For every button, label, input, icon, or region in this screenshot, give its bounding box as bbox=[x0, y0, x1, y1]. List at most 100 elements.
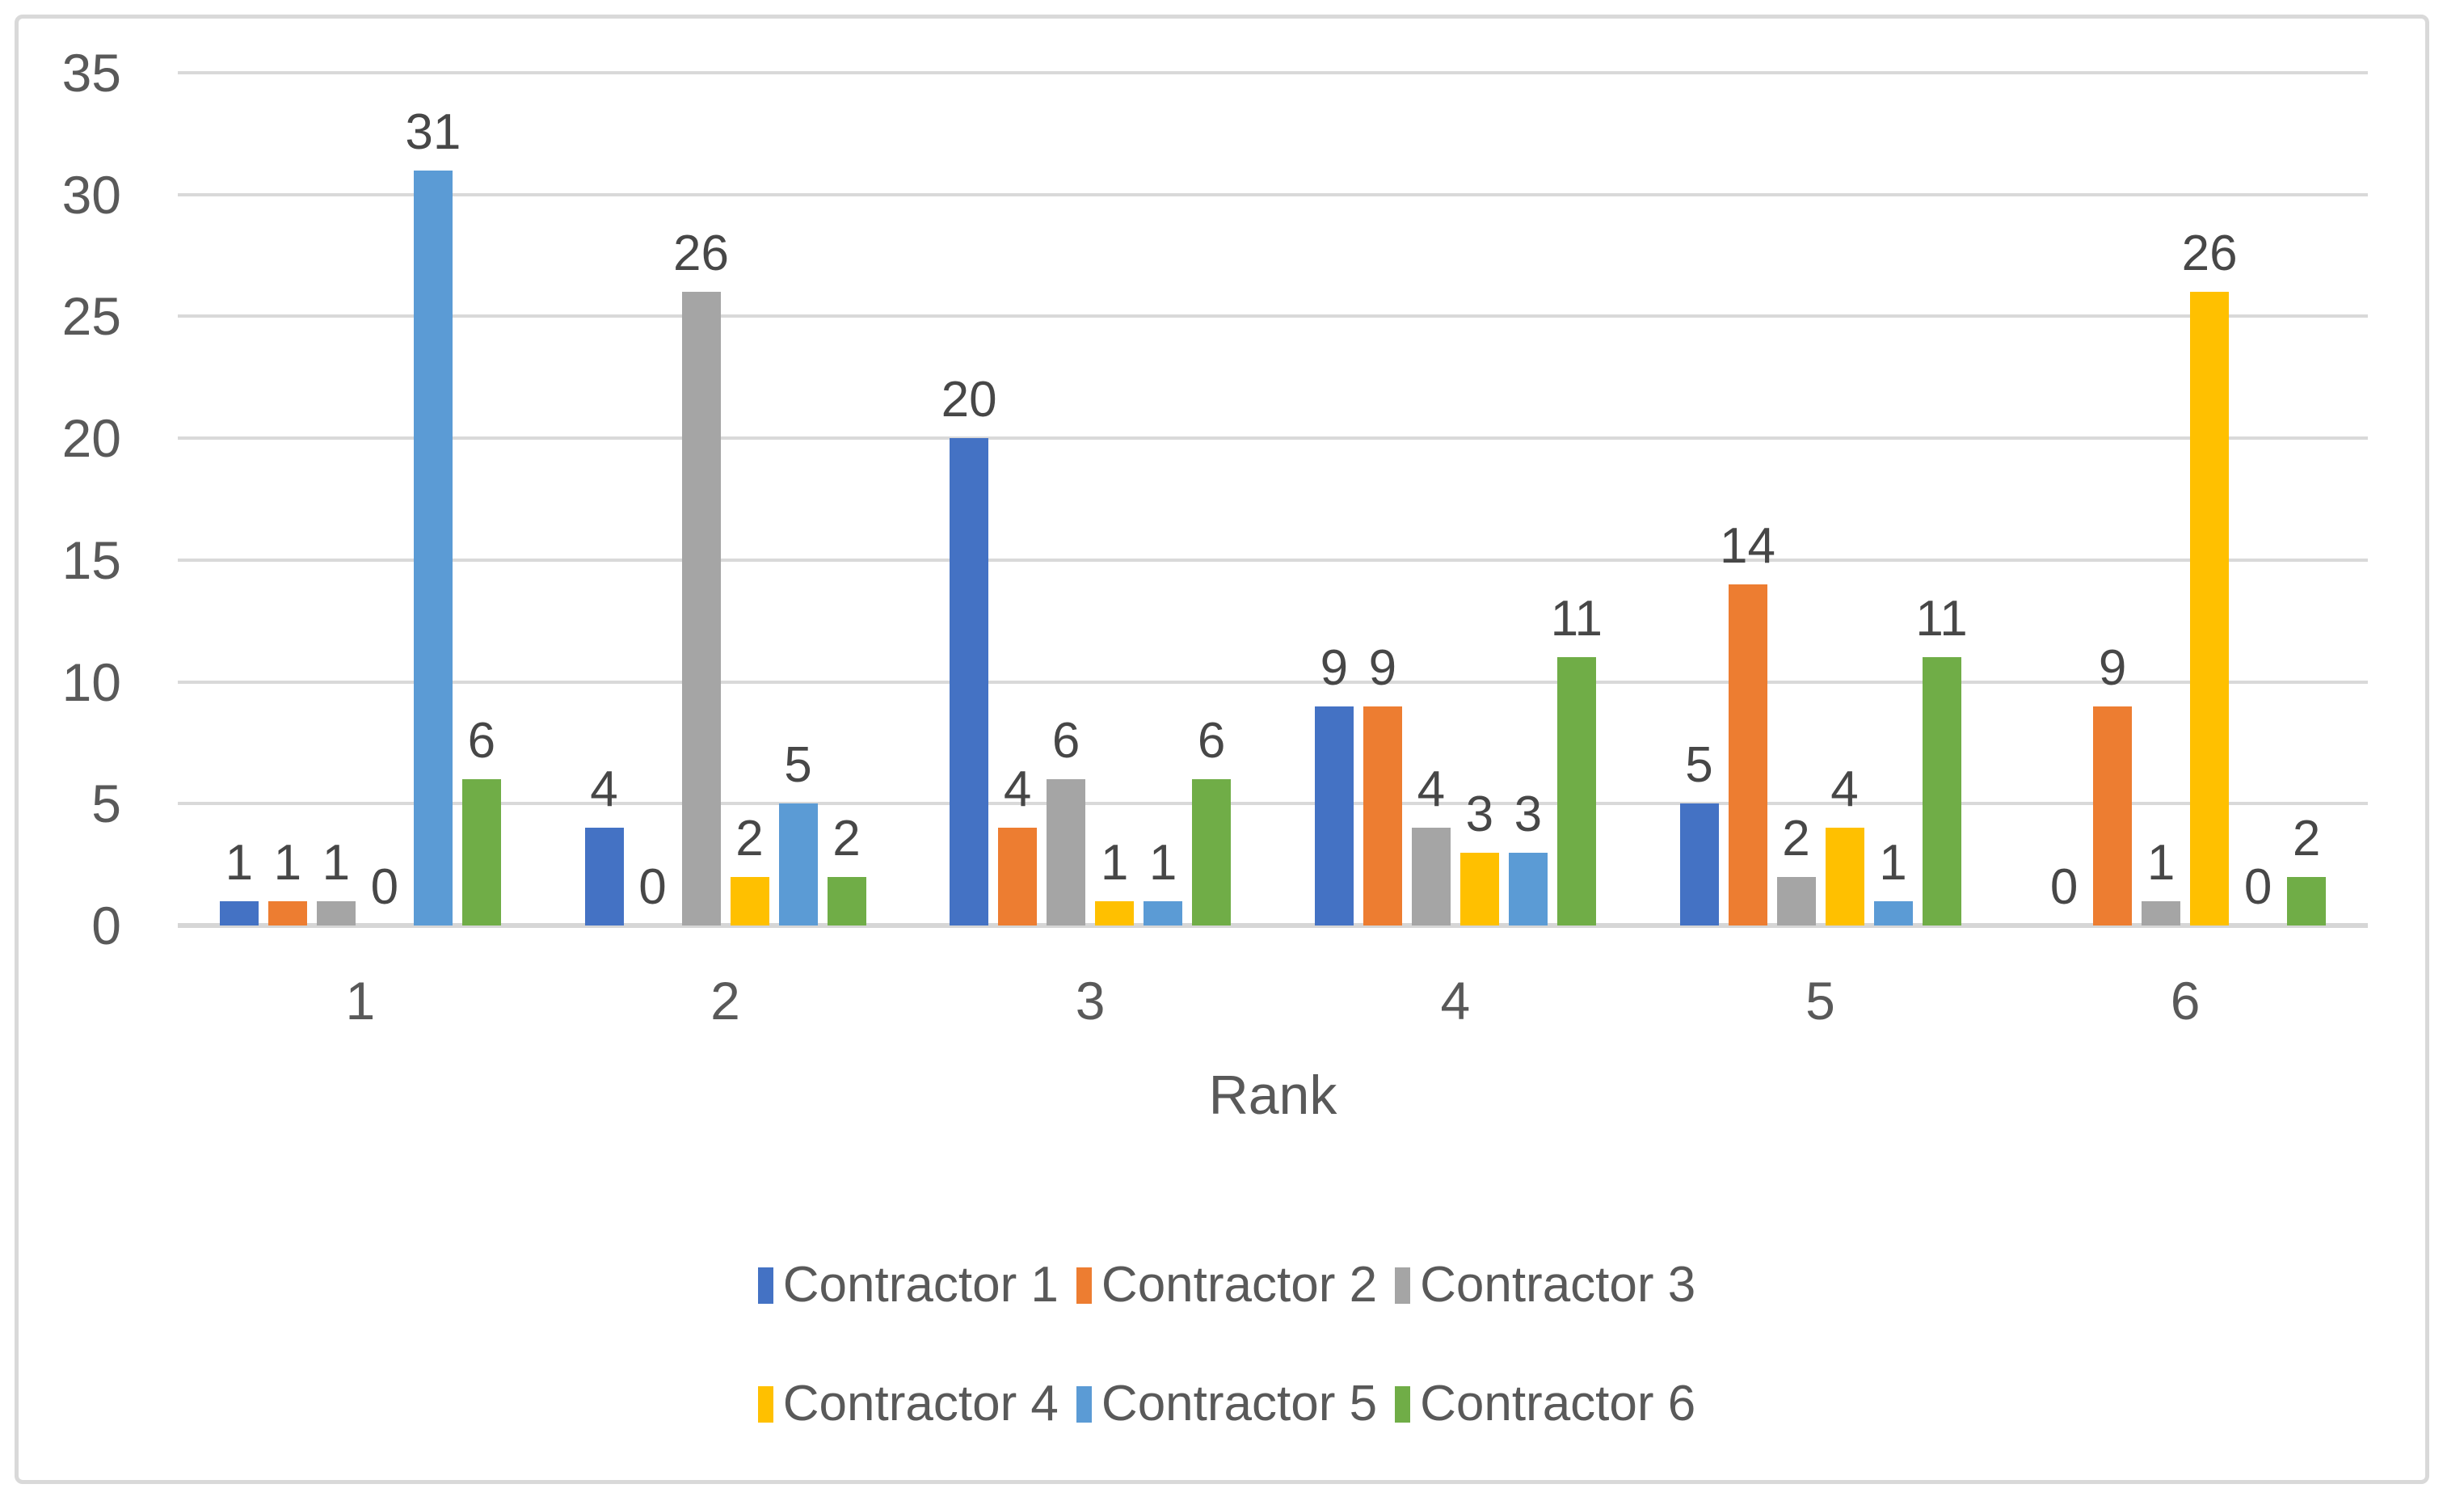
y-axis-tick-label: 35 bbox=[61, 43, 121, 103]
bar-contractor-4-rank-5 bbox=[1825, 828, 1864, 925]
bar-contractor-6-rank-2 bbox=[827, 876, 866, 925]
data-label: 2 bbox=[2292, 810, 2321, 866]
legend-swatch-contractor-1 bbox=[757, 1267, 773, 1304]
data-label: 4 bbox=[1830, 761, 1859, 818]
legend-item-contractor-2: Contractor 2 bbox=[1076, 1256, 1377, 1314]
bar-contractor-4-rank-2 bbox=[730, 876, 769, 925]
gridline-25 bbox=[178, 314, 2368, 318]
data-label: 2 bbox=[1782, 810, 1810, 866]
data-label: 2 bbox=[735, 810, 764, 866]
gridline-15 bbox=[178, 558, 2368, 562]
y-axis-tick-label: 15 bbox=[61, 529, 121, 590]
data-label: 1 bbox=[273, 834, 302, 891]
data-label: 6 bbox=[467, 713, 496, 769]
bar-contractor-4-rank-3 bbox=[1095, 900, 1135, 925]
gridline-20 bbox=[178, 436, 2368, 441]
gridline-10 bbox=[178, 680, 2368, 684]
x-axis-tick-label: 3 bbox=[1075, 971, 1106, 1031]
y-axis-tick-label: 20 bbox=[61, 408, 121, 469]
bar-contractor-2-rank-3 bbox=[998, 828, 1038, 925]
x-axis-title: Rank bbox=[1208, 1065, 1337, 1126]
bar-contractor-6-rank-5 bbox=[1922, 657, 1961, 925]
data-label: 1 bbox=[322, 834, 351, 891]
bar-contractor-2-rank-4 bbox=[1363, 706, 1402, 925]
data-label: 0 bbox=[370, 859, 399, 915]
data-label: 1 bbox=[1879, 834, 1907, 891]
data-label: 11 bbox=[1915, 591, 1968, 647]
legend-label: Contractor 1 bbox=[782, 1257, 1059, 1313]
bar-contractor-3-rank-3 bbox=[1047, 779, 1086, 925]
bar-contractor-2-rank-6 bbox=[2093, 706, 2133, 925]
legend-label: Contractor 5 bbox=[1101, 1376, 1378, 1431]
legend-swatch-contractor-4 bbox=[757, 1385, 773, 1423]
bar-contractor-1-rank-4 bbox=[1314, 706, 1354, 925]
data-label: 4 bbox=[590, 761, 618, 818]
legend-label: Contractor 3 bbox=[1420, 1257, 1696, 1313]
bar-contractor-5-rank-1 bbox=[413, 170, 453, 925]
y-axis-tick-label: 10 bbox=[61, 651, 121, 712]
data-label: 0 bbox=[638, 859, 667, 915]
plot-area: 1 1 1 0 31 6 4 0 26 2 5 2 20 4 6 1 1 6 9 9 4 3 3 11 5 14 2 4 1 11 0 9 1 2… bbox=[178, 71, 2368, 928]
bar-contractor-1-rank-1 bbox=[219, 900, 259, 925]
data-label: 3 bbox=[1514, 786, 1543, 842]
bar-contractor-1-rank-3 bbox=[950, 438, 989, 925]
bar-contractor-3-rank-6 bbox=[2142, 900, 2181, 925]
data-label: 1 bbox=[225, 834, 254, 891]
bar-contractor-4-rank-4 bbox=[1459, 852, 1499, 925]
bar-contractor-2-rank-5 bbox=[1728, 584, 1767, 925]
bar-contractor-6-rank-4 bbox=[1556, 657, 1596, 925]
data-label: 5 bbox=[1685, 737, 1713, 794]
legend-item-contractor-4: Contractor 4 bbox=[757, 1375, 1059, 1433]
data-label: 4 bbox=[1417, 761, 1446, 818]
data-label: 0 bbox=[2049, 859, 2079, 915]
data-label: 9 bbox=[1320, 639, 1349, 696]
legend-swatch-contractor-2 bbox=[1076, 1267, 1092, 1304]
legend-swatch-contractor-6 bbox=[1395, 1385, 1411, 1423]
data-label: 26 bbox=[673, 226, 729, 282]
data-label: 14 bbox=[1720, 518, 1775, 574]
data-label: 1 bbox=[1100, 834, 1129, 891]
gridline-5 bbox=[178, 802, 2368, 806]
legend-label: Contractor 6 bbox=[1420, 1376, 1696, 1431]
bar-contractor-1-rank-5 bbox=[1679, 803, 1719, 925]
bar-contractor-5-rank-5 bbox=[1873, 900, 1913, 925]
x-axis-tick-label: 6 bbox=[2170, 971, 2201, 1031]
data-label: 2 bbox=[832, 810, 861, 866]
bar-contractor-6-rank-1 bbox=[461, 779, 501, 925]
x-axis-tick-label: 1 bbox=[345, 971, 376, 1031]
legend-item-contractor-6: Contractor 6 bbox=[1395, 1375, 1695, 1433]
bar-contractor-1-rank-2 bbox=[584, 828, 624, 925]
bar-contractor-5-rank-2 bbox=[778, 803, 818, 925]
bar-contractor-5-rank-3 bbox=[1144, 900, 1183, 925]
bar-contractor-4-rank-6 bbox=[2190, 292, 2230, 925]
data-label: 4 bbox=[1003, 761, 1032, 818]
legend-row-1: Contractor 1 Contractor 2 Contractor 3 bbox=[16, 1254, 2437, 1316]
bar-contractor-3-rank-5 bbox=[1776, 876, 1816, 925]
bar-contractor-3-rank-4 bbox=[1411, 828, 1451, 925]
data-label: 3 bbox=[1465, 786, 1494, 842]
data-label: 6 bbox=[1197, 713, 1226, 769]
data-label: 20 bbox=[941, 372, 997, 428]
x-axis-tick-label: 2 bbox=[710, 971, 740, 1031]
data-label: 6 bbox=[1051, 713, 1080, 769]
legend-label: Contractor 2 bbox=[1101, 1257, 1378, 1313]
y-axis-tick-label: 0 bbox=[91, 896, 121, 955]
bar-contractor-2-rank-1 bbox=[267, 900, 307, 925]
y-axis-tick-label: 5 bbox=[91, 774, 121, 834]
legend-swatch-contractor-5 bbox=[1076, 1385, 1092, 1423]
bar-contractor-6-rank-3 bbox=[1192, 779, 1232, 925]
data-label: 1 bbox=[1148, 834, 1177, 891]
gridline-35 bbox=[178, 71, 2368, 74]
data-label: 31 bbox=[405, 103, 461, 160]
bar-contractor-6-rank-6 bbox=[2287, 876, 2327, 925]
legend-label: Contractor 4 bbox=[782, 1376, 1059, 1431]
data-label: 11 bbox=[1550, 591, 1603, 647]
data-label: 5 bbox=[784, 737, 812, 794]
data-label: 1 bbox=[2146, 834, 2175, 891]
legend-swatch-contractor-3 bbox=[1395, 1267, 1411, 1304]
data-label: 26 bbox=[2181, 226, 2238, 282]
legend-item-contractor-3: Contractor 3 bbox=[1395, 1256, 1695, 1314]
legend-item-contractor-5: Contractor 5 bbox=[1076, 1375, 1377, 1433]
x-axis-line bbox=[178, 923, 2368, 928]
